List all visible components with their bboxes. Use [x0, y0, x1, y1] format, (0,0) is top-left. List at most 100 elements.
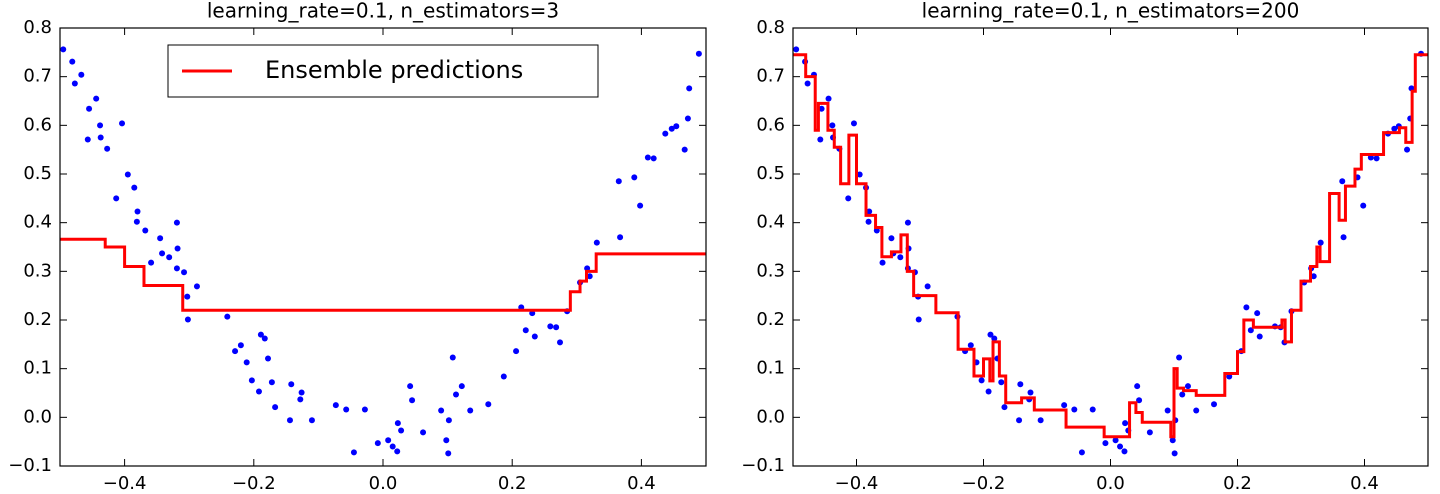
- data-point: [804, 80, 811, 87]
- data-point: [684, 115, 691, 122]
- data-point: [224, 313, 231, 320]
- data-point: [1310, 273, 1317, 280]
- data-point: [257, 331, 264, 338]
- data-point: [991, 335, 998, 342]
- data-point: [644, 154, 651, 161]
- x-tick-label: 0.2: [498, 473, 527, 494]
- data-point: [845, 195, 852, 202]
- data-point: [297, 396, 304, 403]
- data-point: [686, 85, 693, 92]
- data-point: [1037, 417, 1044, 424]
- data-point: [1171, 450, 1178, 457]
- data-point: [818, 105, 825, 112]
- data-point: [1016, 417, 1023, 424]
- y-tick-label: 0.7: [23, 66, 52, 87]
- data-point: [142, 227, 149, 234]
- data-point: [637, 202, 644, 209]
- data-point: [237, 342, 244, 349]
- y-tick-label: 0.3: [23, 260, 52, 281]
- chart-title: learning_rate=0.1, n_estimators=200: [922, 0, 1300, 23]
- data-point: [1176, 354, 1183, 361]
- data-point: [261, 335, 268, 342]
- data-point: [458, 383, 465, 390]
- data-point: [553, 324, 560, 331]
- data-point: [673, 123, 680, 130]
- y-tick-label: 0.8: [756, 17, 785, 38]
- data-point: [866, 208, 873, 215]
- data-point: [272, 404, 279, 411]
- data-point: [904, 219, 911, 226]
- x-tick-label: 0.4: [627, 473, 656, 494]
- data-point: [1001, 404, 1008, 411]
- data-point: [350, 449, 357, 456]
- data-point: [1339, 178, 1346, 185]
- data-point: [148, 259, 155, 266]
- line: [793, 53, 1428, 439]
- data-point: [850, 120, 857, 127]
- data-point: [1017, 381, 1024, 388]
- data-point: [243, 359, 250, 366]
- y-tick-label: 0.2: [23, 309, 52, 330]
- data-point: [134, 208, 141, 215]
- data-point: [113, 195, 120, 202]
- data-point: [78, 71, 85, 78]
- data-point: [394, 448, 401, 455]
- data-point: [681, 146, 688, 153]
- data-point: [166, 254, 173, 261]
- data-point: [1373, 155, 1380, 162]
- data-point: [985, 388, 992, 395]
- data-point: [1136, 397, 1143, 404]
- data-point: [1179, 391, 1186, 398]
- data-point: [467, 407, 474, 414]
- data-point: [265, 355, 272, 362]
- data-point: [631, 174, 638, 181]
- data-point: [389, 443, 396, 450]
- axes-frame: [792, 27, 1429, 467]
- x-tick-label: −0.4: [835, 473, 879, 494]
- data-point: [193, 283, 200, 290]
- y-tick-label: 0.1: [756, 358, 785, 379]
- data-point: [60, 46, 67, 53]
- data-point: [97, 122, 104, 129]
- data-point: [485, 401, 492, 408]
- data-point: [522, 327, 529, 334]
- data-point: [1211, 401, 1218, 408]
- legend-label: Ensemble predictions: [265, 56, 523, 84]
- data-point: [174, 245, 181, 252]
- data-point: [438, 407, 445, 414]
- data-point: [1134, 383, 1141, 390]
- y-tick-label: 0.4: [756, 212, 785, 233]
- axes-frame: [59, 27, 707, 467]
- data-point: [915, 316, 922, 323]
- data-point: [967, 342, 974, 349]
- data-point: [1071, 406, 1078, 413]
- data-point: [1360, 202, 1367, 209]
- data-point: [829, 122, 836, 129]
- data-point: [617, 234, 624, 241]
- data-point: [513, 348, 520, 355]
- x-tick-label: 0.2: [1223, 473, 1252, 494]
- data-point: [1340, 234, 1347, 241]
- data-point: [452, 391, 459, 398]
- y-tick-label: 0.0: [23, 406, 52, 427]
- data-point: [248, 377, 255, 384]
- data-point: [547, 323, 554, 330]
- data-point: [184, 293, 191, 300]
- y-tick-label: 0.2: [756, 309, 785, 330]
- data-point: [184, 316, 191, 323]
- data-point: [173, 219, 180, 226]
- data-point: [157, 235, 164, 242]
- y-tick-label: 0.6: [756, 114, 785, 135]
- data-point: [385, 437, 392, 444]
- y-tick-label: 0.4: [23, 212, 52, 233]
- data-point: [104, 145, 111, 152]
- y-tick-label: 0.3: [756, 260, 785, 281]
- y-tick-label: −0.1: [741, 455, 785, 476]
- data-point: [288, 381, 295, 388]
- x-tick-label: 0.0: [369, 473, 398, 494]
- data-point: [119, 120, 126, 127]
- data-point: [445, 417, 452, 424]
- data-point: [159, 250, 166, 257]
- data-point: [650, 155, 657, 162]
